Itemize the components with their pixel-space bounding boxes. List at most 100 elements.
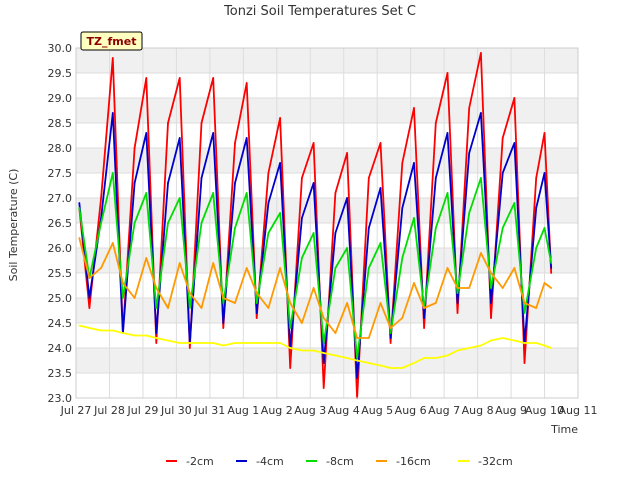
legend: -2cm -4cm -8cm -16cm -32cm — [166, 455, 513, 468]
data-point — [88, 327, 91, 329]
data-point — [312, 232, 315, 234]
data-point — [234, 342, 236, 344]
data-point — [133, 147, 136, 149]
data-point — [367, 267, 370, 269]
data-point — [200, 307, 203, 309]
x-tick-label: Aug 2 — [261, 404, 293, 417]
data-point — [245, 342, 248, 344]
data-point — [245, 137, 248, 139]
data-point — [379, 242, 382, 244]
background-band — [76, 48, 578, 73]
data-point — [200, 222, 203, 224]
y-tick-label: 23.0 — [48, 392, 73, 405]
data-point — [501, 287, 504, 289]
data-point — [480, 344, 482, 347]
data-point — [289, 302, 292, 304]
data-point — [334, 354, 337, 357]
data-point — [456, 312, 459, 314]
legend-label: -8cm — [326, 455, 354, 468]
data-point — [312, 182, 315, 184]
data-point — [279, 117, 282, 119]
x-tick-label: Jul 30 — [160, 404, 192, 417]
data-point — [389, 337, 392, 339]
data-point — [234, 302, 236, 304]
data-point — [255, 302, 258, 304]
data-point — [178, 137, 181, 139]
legend-label: -32cm — [478, 455, 513, 468]
data-point — [245, 82, 248, 84]
data-point — [434, 177, 437, 179]
data-point — [100, 197, 102, 199]
data-point — [111, 242, 114, 244]
data-point — [346, 357, 348, 359]
data-point — [446, 354, 449, 357]
data-point — [523, 342, 526, 344]
data-point — [356, 359, 359, 362]
x-tick-label: Aug 1 — [227, 404, 259, 417]
data-point — [413, 362, 415, 364]
data-point — [301, 257, 303, 259]
data-point — [267, 232, 270, 234]
data-point — [111, 329, 114, 332]
data-point — [234, 227, 236, 229]
data-point — [312, 349, 315, 352]
data-point — [334, 192, 337, 194]
data-point — [501, 227, 504, 229]
data-point — [255, 342, 258, 344]
data-point — [550, 347, 553, 349]
legend-item: -4cm — [236, 455, 284, 468]
data-point — [167, 307, 169, 309]
data-point — [200, 177, 203, 179]
data-point — [334, 232, 337, 234]
data-point — [200, 122, 203, 124]
data-point — [543, 282, 546, 284]
data-point — [301, 217, 303, 219]
data-point — [234, 182, 236, 184]
data-point — [155, 287, 158, 289]
data-point — [133, 334, 136, 337]
y-tick-label: 24.5 — [48, 317, 73, 330]
data-point — [379, 187, 382, 189]
data-point — [434, 302, 437, 304]
data-point — [145, 132, 148, 134]
legend-item: -8cm — [306, 455, 354, 468]
data-point — [468, 152, 471, 154]
data-point — [279, 342, 282, 344]
data-point — [121, 332, 124, 334]
data-point — [367, 227, 370, 229]
data-point — [155, 332, 158, 334]
data-point — [401, 257, 404, 259]
y-tick-label: 28.0 — [48, 142, 73, 155]
data-point — [245, 192, 248, 194]
data-point — [401, 207, 404, 209]
data-point — [413, 217, 415, 219]
data-point — [543, 227, 546, 229]
data-point — [468, 212, 471, 214]
data-point — [480, 52, 482, 54]
data-point — [100, 222, 102, 224]
series-4cmcm-group — [78, 112, 553, 379]
x-tick-label: Aug 11 — [559, 404, 598, 417]
x-tick-label: Aug 9 — [495, 404, 527, 417]
data-point — [167, 339, 169, 342]
x-tick-label: Aug 7 — [428, 404, 460, 417]
data-point — [334, 332, 337, 334]
data-point — [367, 177, 370, 179]
data-point — [255, 312, 258, 314]
series-lines — [78, 52, 553, 399]
data-point — [167, 122, 169, 124]
data-point — [155, 307, 158, 309]
data-point — [490, 302, 492, 304]
data-point — [178, 342, 181, 344]
chart-title: Tonzi Soil Temperatures Set C — [223, 4, 416, 19]
y-tick-label: 24.0 — [48, 342, 73, 355]
legend-item: -16cm — [376, 455, 431, 468]
data-point — [346, 302, 348, 304]
data-point — [501, 337, 504, 339]
data-point — [513, 202, 516, 204]
data-point — [145, 192, 148, 194]
data-point — [255, 317, 258, 319]
data-point — [423, 307, 425, 309]
series-16cmcm-group — [78, 237, 553, 339]
data-point — [346, 197, 348, 199]
